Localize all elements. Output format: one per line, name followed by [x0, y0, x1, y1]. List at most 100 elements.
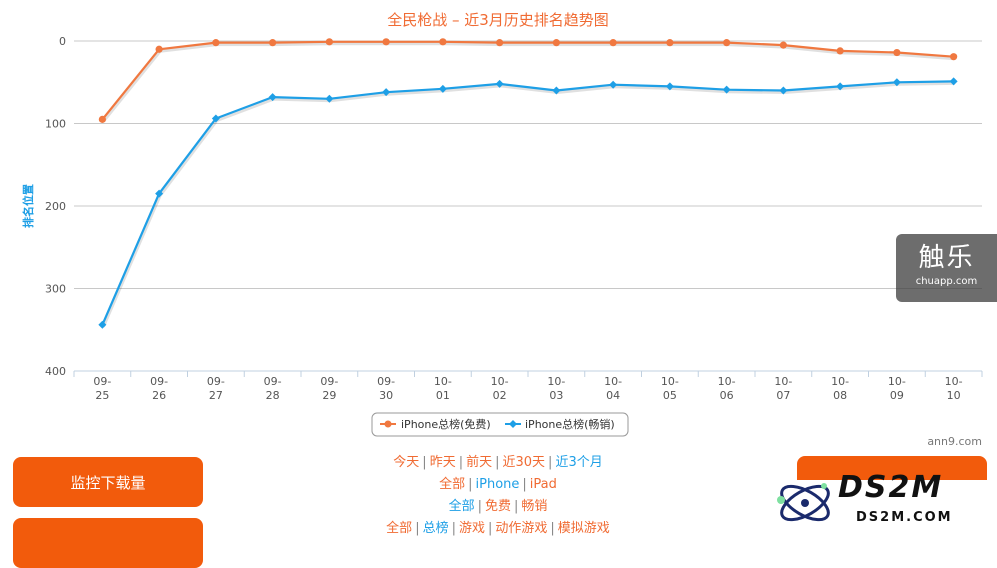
data-point — [723, 39, 731, 47]
data-point — [609, 39, 617, 47]
right-action-button[interactable] — [797, 456, 987, 480]
y-tick-label: 200 — [45, 200, 66, 213]
separator: | — [550, 521, 555, 536]
x-tick-label-month: 09- — [93, 375, 111, 388]
x-tick-label-day: 10 — [947, 389, 961, 402]
data-point — [892, 78, 901, 87]
filter-price-grossing[interactable]: 畅销 — [521, 499, 548, 514]
legend-box — [371, 412, 629, 437]
x-tick-label-day: 07 — [776, 389, 790, 402]
data-point — [893, 48, 901, 57]
chart-credit[interactable]: ann9.com — [927, 435, 982, 445]
filter-3-months[interactable]: 近3个月 — [555, 455, 603, 470]
filter-cat-games[interactable]: 游戏 — [458, 521, 485, 536]
filter-device-ipad[interactable]: iPad — [529, 477, 557, 492]
series-line-shadow — [102, 81, 955, 328]
device-filter-row: 全部 | iPhone | iPad — [298, 474, 698, 496]
x-tick-label-day: 03 — [549, 389, 563, 402]
data-point — [665, 82, 674, 91]
filter-device-iphone[interactable]: iPhone — [475, 477, 520, 492]
filter-cat-sim[interactable]: 模拟游戏 — [557, 521, 610, 536]
ds2m-logo-text: DS2M — [838, 470, 944, 505]
chuapp-logo-text: 触乐 — [918, 243, 975, 273]
data-point — [325, 94, 334, 103]
x-tick-label-month: 10- — [774, 375, 792, 388]
separator: | — [451, 521, 456, 536]
rank-trend-chart: 全民枪战 – 近3月历史排名趋势图 0 100 200 300 400 排名位置 09-… — [21, 11, 983, 445]
second-action-button[interactable] — [13, 518, 203, 568]
data-point — [496, 39, 504, 47]
separator: | — [522, 477, 527, 492]
x-tick-label-month: 10- — [831, 375, 849, 388]
filter-yesterday[interactable]: 昨天 — [429, 455, 456, 470]
legend-marker-free — [384, 420, 392, 428]
legend[interactable]: iPhone总榜(免费) iPhone总榜(畅销) — [371, 412, 629, 437]
x-tick-label-month: 10- — [434, 375, 452, 388]
filter-price-all[interactable]: 全部 — [448, 499, 475, 514]
filter-cat-all[interactable]: 全部 — [386, 521, 413, 536]
monitor-downloads-button[interactable]: 监控下载量 — [13, 457, 203, 507]
x-tick-label-month: 09- — [377, 375, 395, 388]
x-tick-label-day: 25 — [95, 389, 109, 402]
x-tick-label-day: 05 — [663, 389, 677, 402]
data-point — [382, 38, 390, 46]
data-point — [552, 86, 561, 95]
x-tick-label-month: 09- — [150, 375, 168, 388]
data-point — [836, 47, 844, 55]
x-tick-label-month: 09- — [320, 375, 338, 388]
x-tick-label-month: 09- — [207, 375, 225, 388]
data-point — [609, 80, 618, 89]
legend-item-grossing[interactable]: iPhone总榜(畅销) — [505, 417, 615, 431]
x-tick-label-day: 29 — [322, 389, 336, 402]
filter-today[interactable]: 今天 — [393, 455, 420, 470]
x-tick-label-month: 10- — [888, 375, 906, 388]
data-point — [779, 86, 788, 95]
series-layer — [98, 38, 958, 329]
separator: | — [548, 455, 553, 470]
x-tick-label-month: 10- — [604, 375, 622, 388]
x-axis: 09-2509-2609-2709-2809-2909-3010-0110-02… — [73, 370, 983, 402]
data-point — [269, 39, 277, 47]
separator: | — [477, 499, 482, 514]
x-tick-label-month: 10- — [491, 375, 509, 388]
filter-cat-action[interactable]: 动作游戏 — [495, 521, 548, 536]
data-point — [155, 45, 163, 53]
filter-device-all[interactable]: 全部 — [439, 477, 466, 492]
x-tick-label-day: 27 — [209, 389, 223, 402]
x-tick-label-month: 10- — [945, 375, 963, 388]
y-axis: 0 100 200 300 400 — [45, 35, 66, 378]
chuapp-watermark: 触乐 chuapp.com — [896, 234, 997, 302]
chart-title: 全民枪战 – 近3月历史排名趋势图 — [387, 11, 609, 29]
filter-panel: 今天 | 昨天 | 前天 | 近30天 | 近3个月 全部 | iPhone | iPad 全部 | 免费 |… — [298, 452, 698, 540]
filter-price-free[interactable]: 免费 — [484, 499, 511, 514]
x-tick-label-day: 04 — [606, 389, 620, 402]
separator: | — [514, 499, 519, 514]
filter-cat-overall[interactable]: 总榜 — [422, 521, 449, 536]
filter-day-before[interactable]: 前天 — [466, 455, 493, 470]
data-point — [382, 88, 391, 97]
ds2m-watermark: DS2M DS2M.COM — [772, 470, 997, 538]
x-tick-label-day: 28 — [266, 389, 280, 402]
data-point — [836, 82, 845, 91]
ds2m-atom-icon — [777, 483, 830, 522]
separator: | — [468, 477, 473, 492]
y-axis-label: 排名位置 — [21, 184, 35, 228]
grid-lines — [74, 40, 982, 289]
x-tick-label-day: 09 — [890, 389, 904, 402]
series-line — [101, 80, 954, 326]
filter-30-days[interactable]: 近30天 — [502, 455, 546, 470]
data-point — [268, 93, 277, 102]
y-tick-label: 100 — [45, 118, 66, 131]
separator: | — [415, 521, 420, 536]
data-point — [439, 38, 447, 46]
series-line-shadow — [102, 42, 955, 123]
data-point — [666, 39, 674, 47]
data-point — [552, 39, 560, 47]
x-tick-label-month: 10- — [718, 375, 736, 388]
y-tick-label: 400 — [45, 365, 66, 378]
data-point — [949, 77, 958, 86]
y-tick-label: 300 — [45, 283, 66, 296]
x-tick-label-day: 06 — [720, 389, 734, 402]
legend-item-free[interactable]: iPhone总榜(免费) — [380, 417, 491, 431]
data-point — [722, 85, 731, 94]
